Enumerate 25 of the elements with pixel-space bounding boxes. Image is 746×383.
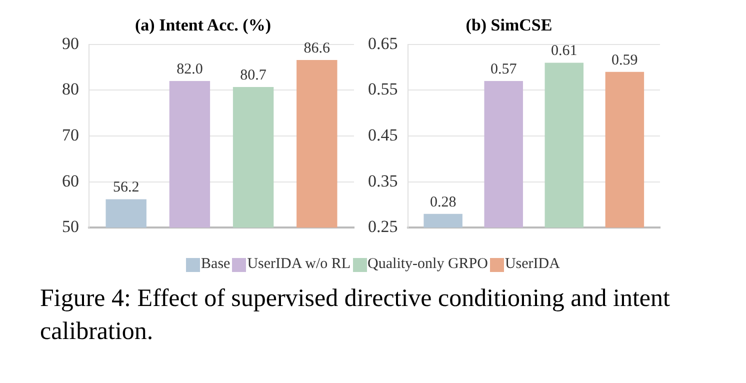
caption: Figure 4: Effect of supervised directive conditioning and intent calibration. xyxy=(40,284,671,347)
data-label: 86.6 xyxy=(304,40,331,56)
legend-label: Quality-only GRPO xyxy=(368,256,488,273)
y-tick-label: 0.45 xyxy=(368,125,398,144)
legend-label: Base xyxy=(201,256,230,273)
legend-label: UserIDA w/o RL xyxy=(247,256,351,273)
y-tick-label: 0.35 xyxy=(368,171,398,190)
legend-label: UserIDA xyxy=(504,256,560,273)
y-tick-label: 60 xyxy=(62,171,79,190)
y-tick-label: 80 xyxy=(62,80,79,99)
y-tick-label: 0.55 xyxy=(368,80,398,99)
data-label: 82.0 xyxy=(176,61,203,78)
data-label: 0.57 xyxy=(490,61,518,78)
data-label: 80.7 xyxy=(240,67,267,84)
data-label: 0.59 xyxy=(612,52,638,68)
chart-title: (a) Intent Acc. (%) xyxy=(135,16,271,35)
y-tick-label: 70 xyxy=(62,125,79,144)
data-label: 0.28 xyxy=(430,194,456,210)
chart-title: (b) SimCSE xyxy=(466,16,552,35)
y-tick-label: 0.65 xyxy=(368,34,398,53)
y-tick-label: 50 xyxy=(62,217,79,236)
y-tick-label: 0.25 xyxy=(368,217,398,236)
y-tick-label: 90 xyxy=(62,34,79,53)
data-label: 56.2 xyxy=(112,180,140,196)
data-label: 0.61 xyxy=(551,43,578,60)
